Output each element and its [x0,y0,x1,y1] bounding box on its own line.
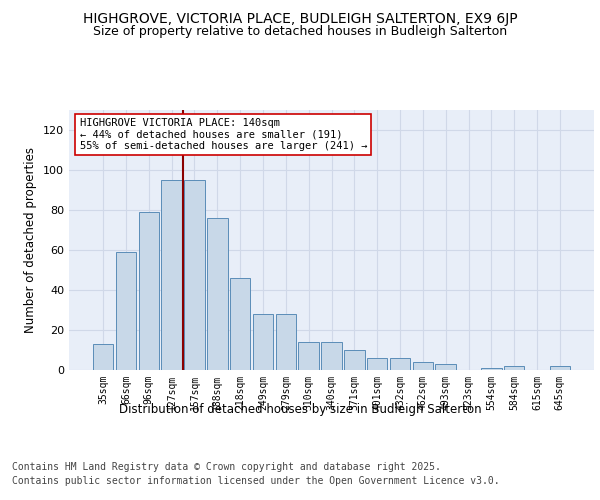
Bar [481,368,502,370]
Bar [344,350,365,370]
Y-axis label: Number of detached properties: Number of detached properties [25,147,37,333]
Bar [184,180,205,370]
Bar [321,342,342,370]
Text: HIGHGROVE VICTORIA PLACE: 140sqm
← 44% of detached houses are smaller (191)
55% : HIGHGROVE VICTORIA PLACE: 140sqm ← 44% o… [79,118,367,151]
Bar [367,358,388,370]
Bar [139,212,159,370]
Text: Contains public sector information licensed under the Open Government Licence v3: Contains public sector information licen… [12,476,500,486]
Bar [207,218,227,370]
Bar [436,364,456,370]
Bar [550,366,570,370]
Bar [275,314,296,370]
Text: Size of property relative to detached houses in Budleigh Salterton: Size of property relative to detached ho… [93,25,507,38]
Bar [161,180,182,370]
Bar [93,344,113,370]
Bar [390,358,410,370]
Bar [253,314,273,370]
Bar [230,278,250,370]
Bar [298,342,319,370]
Bar [116,252,136,370]
Text: Contains HM Land Registry data © Crown copyright and database right 2025.: Contains HM Land Registry data © Crown c… [12,462,441,472]
Bar [413,362,433,370]
Text: Distribution of detached houses by size in Budleigh Salterton: Distribution of detached houses by size … [119,402,481,415]
Bar [504,366,524,370]
Text: HIGHGROVE, VICTORIA PLACE, BUDLEIGH SALTERTON, EX9 6JP: HIGHGROVE, VICTORIA PLACE, BUDLEIGH SALT… [83,12,517,26]
